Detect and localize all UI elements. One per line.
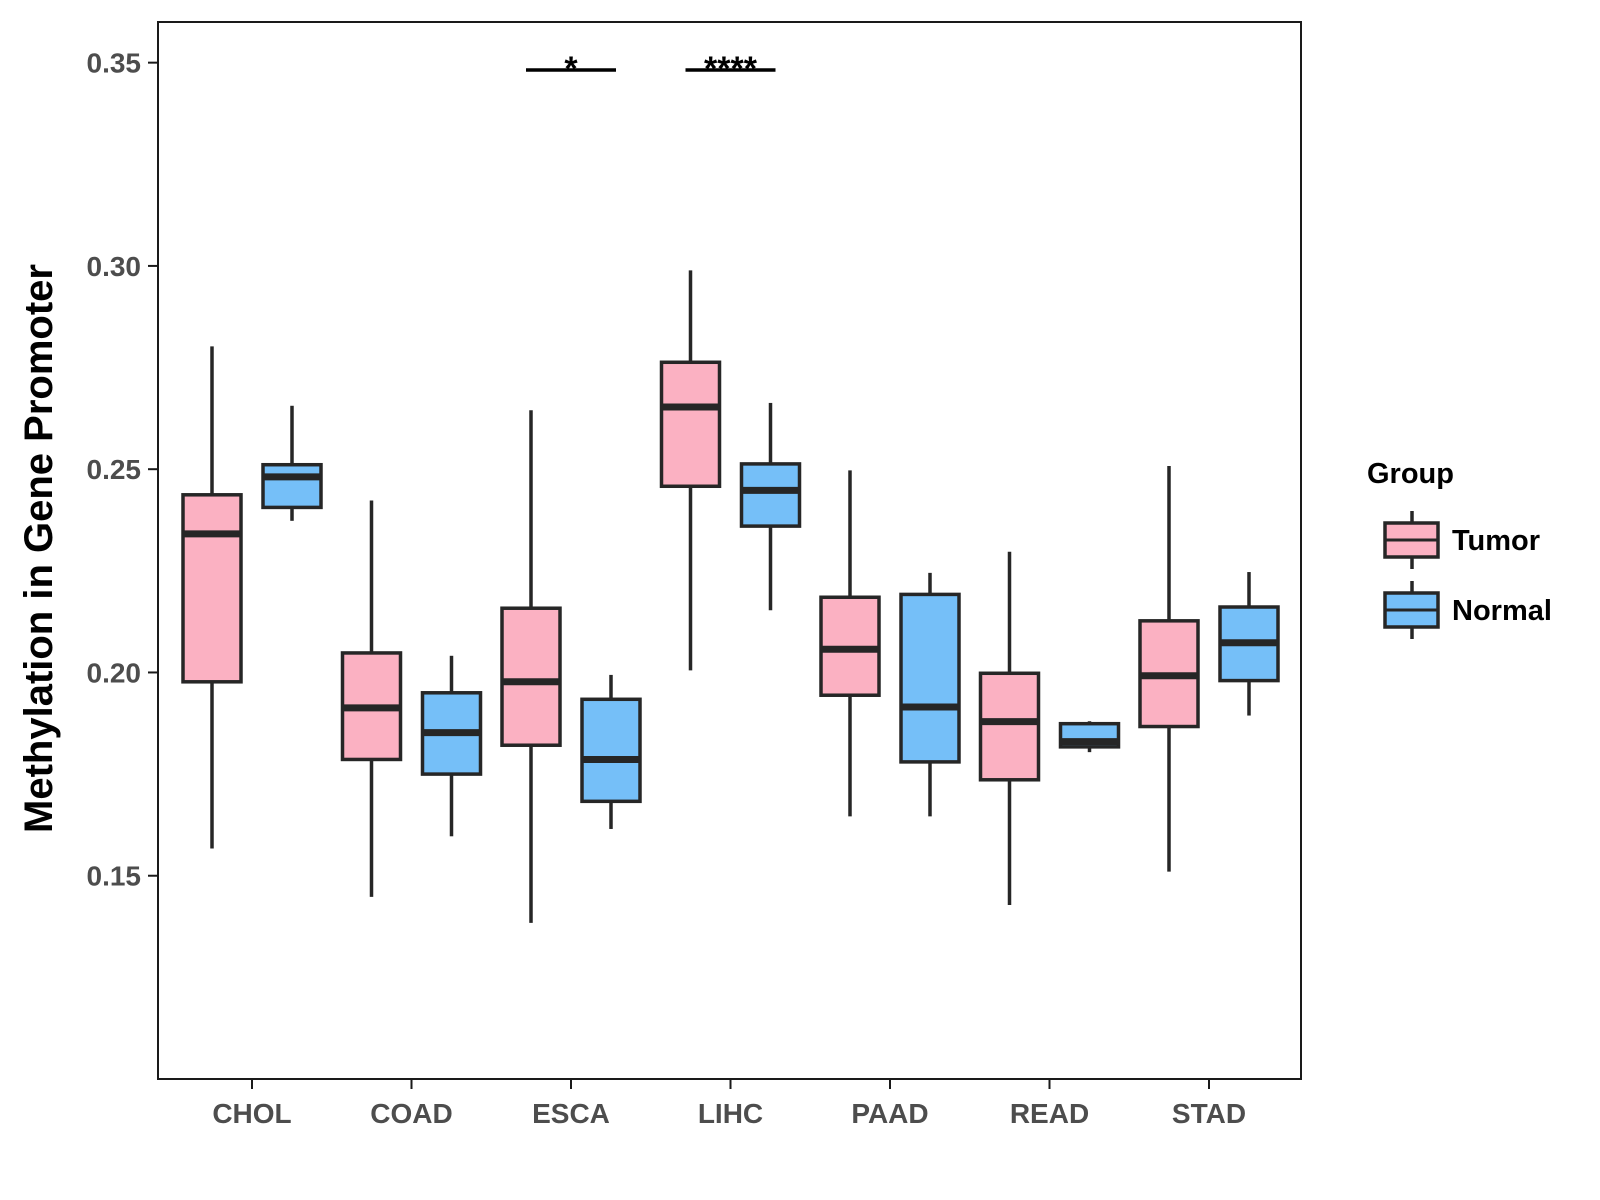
box-tumor-chol <box>181 346 243 849</box>
x-tick-label-esca: ESCA <box>532 1098 610 1129</box>
box-body <box>899 592 961 764</box>
box-body <box>181 493 243 684</box>
x-tick-label-coad: COAD <box>370 1098 452 1129</box>
significance-label-lihc: **** <box>704 50 758 88</box>
box-tumor-stad <box>1138 465 1200 872</box>
box-body <box>659 360 722 489</box>
box-tumor-paad <box>819 470 881 817</box>
box-normal-paad <box>899 572 961 817</box>
box-normal-read <box>1058 721 1121 753</box>
x-tick-label-chol: CHOL <box>212 1098 291 1129</box>
legend-label-normal: Normal <box>1452 595 1552 627</box>
legend: Group Tumor Normal <box>1367 458 1552 639</box>
y-tick-label: 0.15 <box>87 861 142 892</box>
y-axis-title: Methylation in Gene Promoter <box>17 264 61 833</box>
box-body <box>739 462 802 528</box>
box-tumor-lihc <box>659 270 722 671</box>
box-tumor-read <box>978 551 1041 906</box>
box-body <box>580 697 642 804</box>
box-tumor-coad <box>340 500 403 897</box>
box-normal-esca <box>580 674 642 829</box>
significance-label-esca: * <box>564 50 578 88</box>
y-tick-label: 0.25 <box>87 454 142 485</box>
x-tick-label-paad: PAAD <box>851 1098 928 1129</box>
box-body <box>261 462 323 510</box>
box-body <box>500 606 562 747</box>
legend-label-tumor: Tumor <box>1452 525 1540 557</box>
y-tick-label: 0.35 <box>87 48 142 79</box>
box-normal-coad <box>420 655 483 837</box>
plot-area: 0.15 0.20 0.25 0.30 0.35 CHOL COAD ESCA LIHC PAAD… <box>87 21 1302 1129</box>
legend-item-normal: Normal <box>1383 581 1552 639</box>
box-body <box>978 671 1041 782</box>
box-normal-stad <box>1218 572 1280 716</box>
x-tick-label-read: READ <box>1010 1098 1089 1129</box>
box-normal-lihc <box>739 402 802 611</box>
y-tick-label: 0.20 <box>87 657 142 688</box>
x-tick-label-stad: STAD <box>1172 1098 1246 1129</box>
x-tick-label-lihc: LIHC <box>698 1098 763 1129</box>
legend-title: Group <box>1367 458 1454 490</box>
box-normal-chol <box>261 405 323 521</box>
box-tumor-esca <box>500 410 562 923</box>
y-tick-label: 0.30 <box>87 251 142 282</box>
legend-item-tumor: Tumor <box>1383 511 1540 569</box>
